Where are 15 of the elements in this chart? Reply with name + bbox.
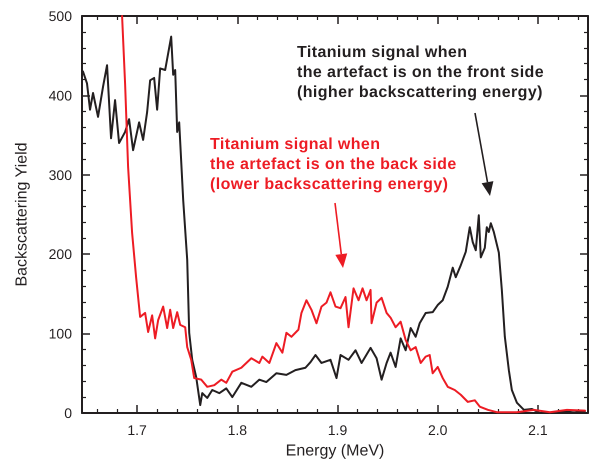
x-tick-label: 1.9 bbox=[328, 422, 348, 438]
y-tick-label: 400 bbox=[48, 87, 72, 104]
annotation: Titanium signal when the artefact is on the back side (lower backscattering energy) bbox=[210, 135, 457, 195]
x-axis-title: Energy (MeV) bbox=[286, 442, 384, 460]
x-tick-label: 2.0 bbox=[428, 422, 448, 438]
y-tick-label: 500 bbox=[48, 8, 72, 24]
x-tick-label: 2.1 bbox=[528, 422, 548, 438]
x-tick-label: 1.8 bbox=[228, 422, 248, 438]
y-tick-label: 300 bbox=[48, 166, 72, 183]
x-tick-label: 1.7 bbox=[127, 422, 148, 438]
y-tick-label: 0 bbox=[64, 405, 72, 421]
y-tick-label: 200 bbox=[48, 246, 72, 262]
y-axis-title: Backscattering Yield bbox=[14, 142, 30, 287]
annotation: Titanium signal when the artefact is on the front side (higher backscattering energy) bbox=[297, 43, 544, 103]
y-tick-label: 100 bbox=[48, 326, 72, 342]
